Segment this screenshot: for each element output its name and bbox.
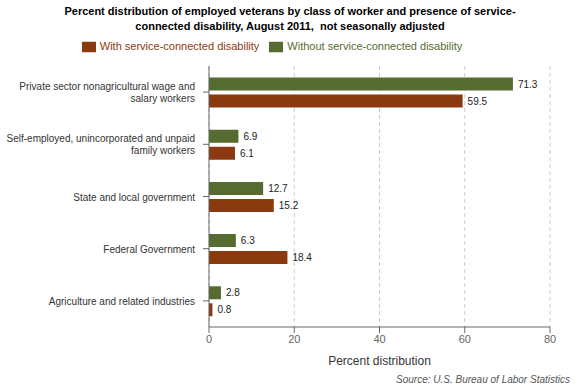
svg-text:80: 80 — [544, 333, 556, 345]
svg-text:Percent distribution: Percent distribution — [328, 354, 431, 368]
html-text:Source: U.S. Bureau of Labor S: Source: U.S. Bureau of Labor Statistics — [396, 374, 570, 385]
svg-text:Federal Government: Federal Government — [103, 243, 195, 254]
html-text:Without service-connected disa: Without service-connected disability — [287, 40, 463, 52]
svg-text:0: 0 — [206, 333, 212, 345]
svg-text:18.4: 18.4 — [292, 252, 312, 263]
svg-text:State and local government: State and local government — [73, 191, 195, 202]
svg-text:Agriculture and related indust: Agriculture and related industries — [49, 295, 195, 306]
svg-text:Self-employed, unincorporated: Self-employed, unincorporated and unpaid… — [8, 133, 195, 156]
svg-text:40: 40 — [373, 333, 385, 345]
html-text:With service-connected disabil: With service-connected disability — [99, 40, 260, 52]
svg-text:6.3: 6.3 — [241, 235, 255, 246]
svg-text:Private sector nonagricultural: Private sector nonagricultural wage ands… — [19, 81, 195, 104]
html-text:Percent distribution of employ: Percent distribution of employed veteran… — [64, 5, 516, 17]
html-text:connected disability, August 2: connected disability, August 2011, not s… — [135, 20, 445, 32]
svg-text:6.9: 6.9 — [243, 131, 257, 142]
svg-text:15.2: 15.2 — [279, 200, 299, 211]
svg-text:59.5: 59.5 — [468, 96, 488, 107]
svg-text:2.8: 2.8 — [226, 287, 240, 298]
svg-text:12.7: 12.7 — [268, 183, 288, 194]
svg-text:6.1: 6.1 — [240, 148, 254, 159]
svg-text:20: 20 — [288, 333, 300, 345]
svg-text:71.3: 71.3 — [518, 79, 538, 90]
svg-text:60: 60 — [459, 333, 471, 345]
svg-text:0.8: 0.8 — [217, 304, 231, 315]
